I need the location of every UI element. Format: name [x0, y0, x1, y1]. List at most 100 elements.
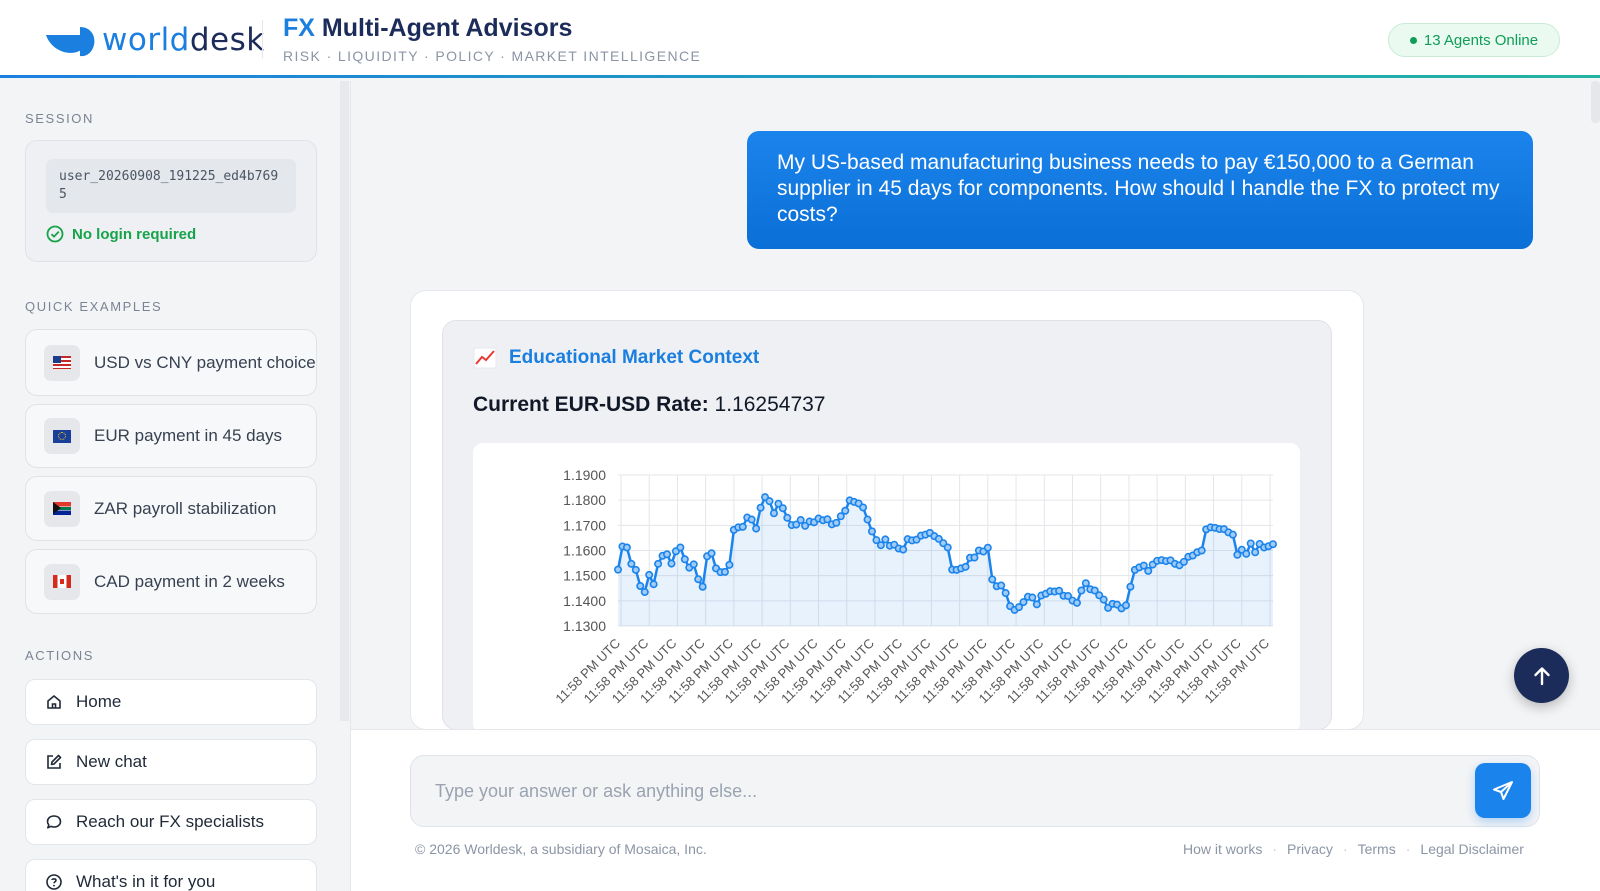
us-flag-icon	[44, 344, 80, 381]
data-point	[622, 543, 631, 552]
terms-link[interactable]: Terms	[1357, 841, 1396, 857]
data-point	[836, 512, 845, 521]
data-point	[1055, 586, 1064, 595]
data-point	[1139, 561, 1148, 570]
edit-icon	[47, 754, 62, 769]
worldesk-logo[interactable]: worlddesk	[44, 22, 265, 58]
reach-specialists-button[interactable]: Reach our FX specialists	[25, 799, 317, 845]
data-point	[1064, 592, 1073, 601]
send-button[interactable]	[1475, 763, 1531, 818]
data-point	[863, 515, 872, 524]
session-panel: user_20260908_191225_ed4b7695 No login r…	[25, 140, 317, 262]
send-icon	[1493, 780, 1513, 800]
session-id: user_20260908_191225_ed4b7695	[46, 159, 296, 213]
data-point	[1081, 579, 1090, 588]
main-scrollbar[interactable]	[1591, 81, 1600, 123]
example-label: CAD payment in 2 weeks	[94, 571, 285, 591]
data-point	[823, 515, 832, 524]
footer-separator: ·	[1405, 841, 1411, 857]
footer-separator: ·	[1342, 841, 1348, 857]
data-point	[778, 504, 787, 513]
app-header: worlddesk FX Multi-Agent Advisors RISK ·…	[0, 0, 1600, 78]
data-point	[872, 536, 881, 545]
data-point	[1251, 548, 1260, 557]
data-point	[1246, 539, 1255, 548]
eur-usd-chart: 1.1900 1.1800 1.1700 1.1600 1.1500 1.1400 1.13…	[473, 443, 1300, 733]
message-input[interactable]	[435, 756, 1465, 826]
check-circle-icon	[46, 225, 64, 243]
rate-value: 1.16254737	[714, 393, 826, 416]
series-area	[618, 497, 1273, 626]
data-point	[899, 545, 908, 554]
arrow-up-icon	[1533, 666, 1550, 685]
eur-usd-chart-svg: 1.1900 1.1800 1.1700 1.1600 1.1500 1.1400 1.13…	[552, 467, 1277, 706]
action-label: Reach our FX specialists	[76, 812, 265, 831]
data-point	[1242, 549, 1251, 558]
privacy-link[interactable]: Privacy	[1287, 841, 1333, 857]
example-usd-cny[interactable]: USD vs CNY payment choice	[25, 329, 317, 396]
action-label: New chat	[76, 752, 147, 771]
no-login-status: No login required	[46, 225, 196, 243]
data-point	[1121, 601, 1130, 610]
how-it-works-link[interactable]: How it works	[1183, 841, 1263, 857]
example-zar-payroll[interactable]: ZAR payroll stabilization	[25, 476, 317, 541]
home-icon	[47, 695, 61, 709]
eu-flag-icon	[44, 418, 80, 454]
whats-in-it-button[interactable]: What's in it for you	[25, 859, 317, 891]
data-point	[1019, 598, 1028, 607]
data-point	[859, 503, 868, 512]
y-tick-label: 1.1700	[563, 517, 606, 533]
data-point	[783, 513, 792, 522]
data-point	[1001, 589, 1010, 598]
data-point	[970, 553, 979, 562]
data-point	[774, 499, 783, 508]
data-point	[636, 581, 645, 590]
example-label: EUR payment in 45 days	[94, 426, 283, 445]
home-button[interactable]: Home	[25, 679, 317, 725]
y-tick-label: 1.1500	[563, 568, 606, 584]
data-point	[694, 575, 703, 584]
ca-flag-icon	[44, 563, 80, 600]
new-chat-button[interactable]: New chat	[25, 739, 317, 785]
data-point	[881, 535, 890, 544]
data-point	[654, 559, 663, 568]
example-eur-payment[interactable]: EUR payment in 45 days	[25, 404, 317, 468]
logo-mark-icon	[46, 27, 95, 57]
example-cad-payment[interactable]: CAD payment in 2 weeks	[25, 549, 317, 614]
y-tick-label: 1.1400	[563, 593, 606, 609]
data-point	[707, 549, 716, 558]
data-point	[1144, 566, 1153, 575]
session-heading: SESSION	[25, 111, 94, 126]
chat-bubble-icon	[46, 815, 62, 829]
example-label: ZAR payroll stabilization	[94, 498, 277, 518]
data-point	[867, 527, 876, 536]
y-tick-label: 1.1300	[563, 618, 606, 634]
data-point	[1077, 586, 1086, 595]
data-point	[841, 506, 850, 515]
data-point	[1015, 603, 1024, 612]
data-point	[676, 543, 685, 552]
scroll-to-top-button[interactable]	[1514, 648, 1569, 703]
sidebar-scrollbar[interactable]	[340, 81, 349, 721]
data-point	[1179, 557, 1188, 566]
data-point	[747, 515, 756, 524]
data-point	[725, 560, 734, 569]
data-point	[1072, 598, 1081, 607]
data-point	[752, 524, 761, 533]
logo-text: worlddesk	[102, 22, 265, 58]
data-point	[796, 516, 805, 525]
y-tick-label: 1.1800	[563, 492, 606, 508]
data-point	[765, 497, 774, 506]
help-circle-icon	[46, 874, 62, 890]
data-point	[983, 543, 992, 552]
data-point	[997, 581, 1006, 590]
data-point	[1090, 586, 1099, 595]
data-point	[689, 560, 698, 569]
legal-disclaimer-link[interactable]: Legal Disclaimer	[1420, 841, 1524, 857]
data-point	[832, 518, 841, 527]
data-point	[1099, 595, 1108, 604]
data-point	[756, 503, 765, 512]
agents-online-badge: 13 Agents Online	[1388, 23, 1560, 57]
copyright-text: © 2026 Worldesk, a subsidiary of Mosaica…	[415, 841, 707, 857]
data-point	[720, 567, 729, 576]
